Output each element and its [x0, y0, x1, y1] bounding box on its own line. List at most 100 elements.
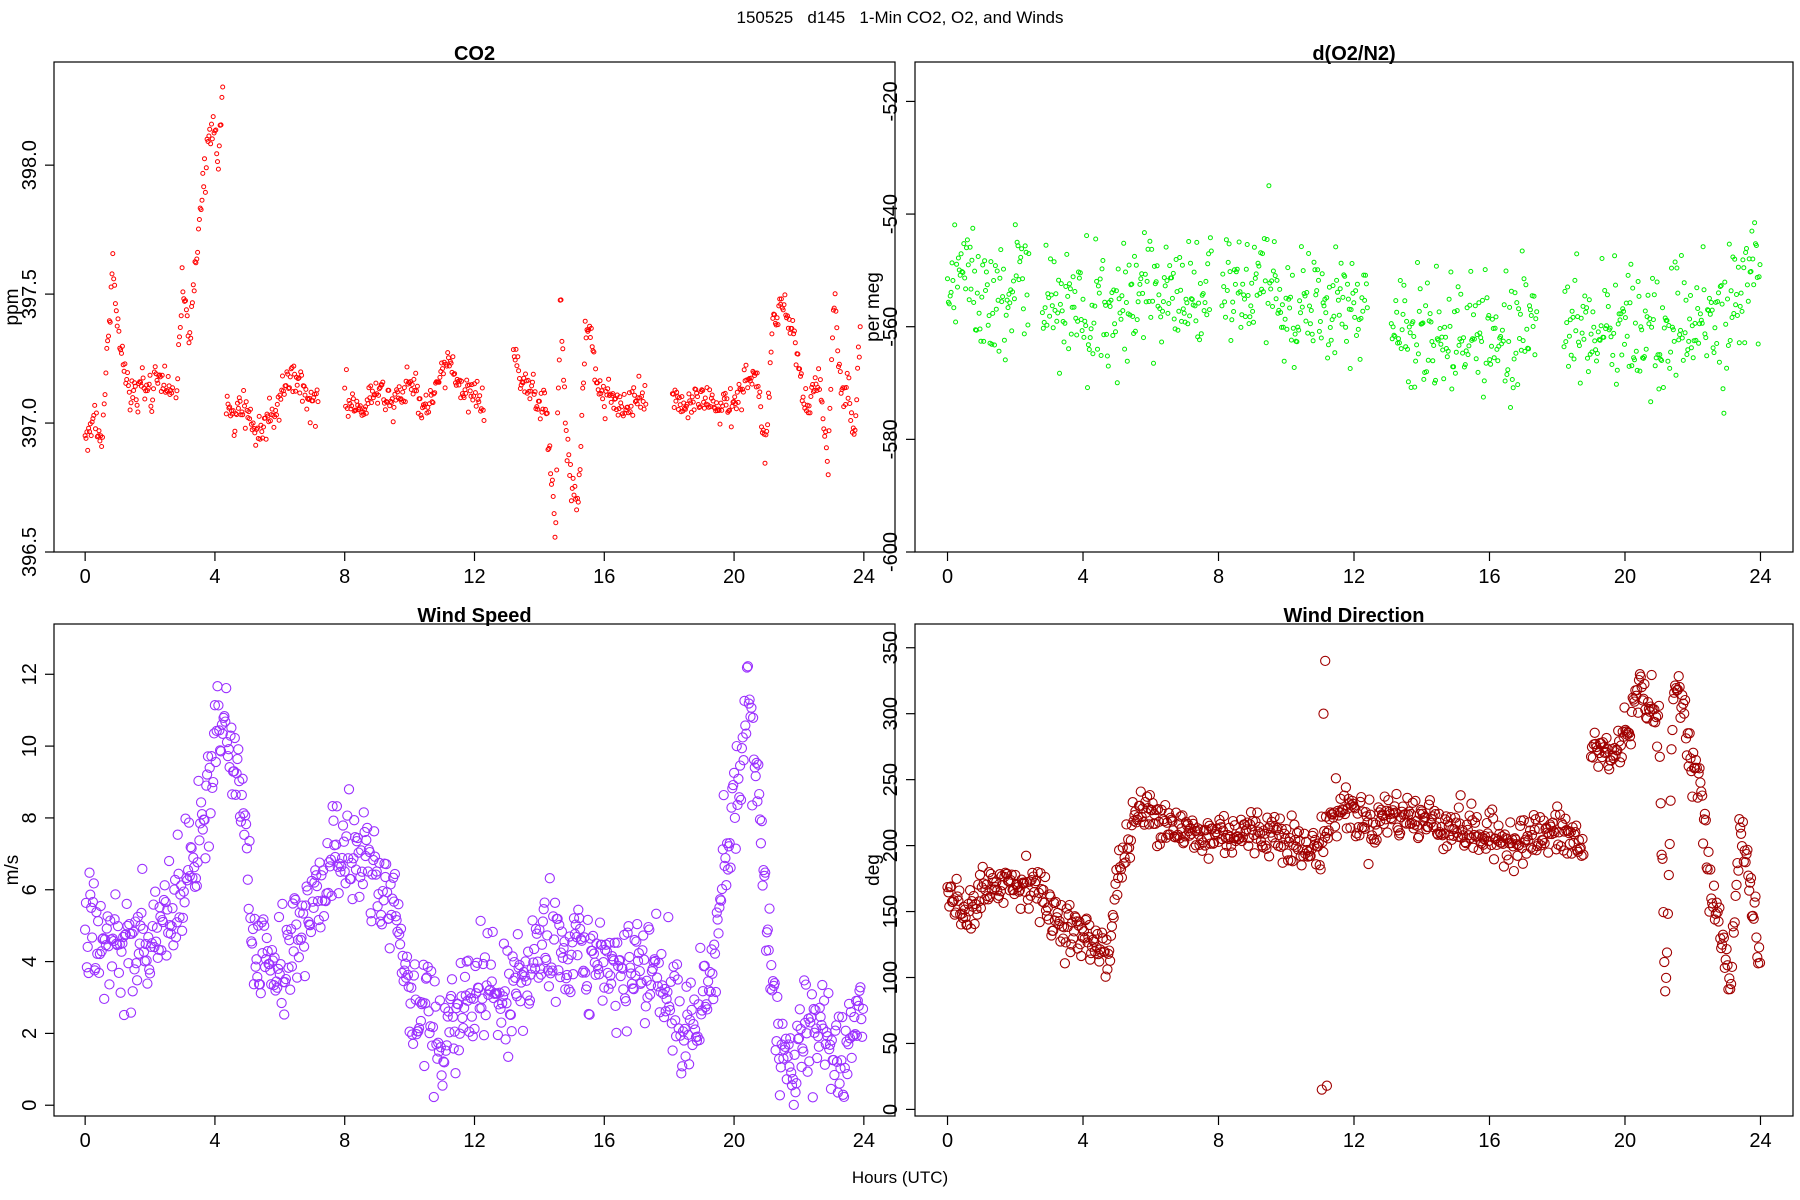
- wind-speed-point: [413, 1023, 425, 1034]
- o2-point: [1230, 299, 1236, 305]
- o2-point: [1528, 313, 1534, 318]
- o2-point: [971, 300, 977, 305]
- co2-point: [314, 387, 320, 393]
- wind-speed-point: [137, 863, 148, 875]
- co2-point: [99, 444, 105, 449]
- co2-point: [345, 413, 351, 419]
- co2-point: [414, 383, 420, 389]
- co2-point: [740, 389, 746, 395]
- wind-speed-point: [362, 822, 373, 834]
- o2-point: [1649, 324, 1655, 330]
- wind-direction-point: [1741, 848, 1752, 860]
- o2-point: [1205, 261, 1211, 267]
- co2-point: [578, 444, 584, 449]
- wind-speed-point: [721, 880, 732, 891]
- wind-direction-point: [1724, 973, 1735, 984]
- o2-point: [1721, 410, 1727, 416]
- wind-direction-point: [1315, 864, 1326, 875]
- o2-point: [1318, 335, 1324, 341]
- wind-speed-point: [128, 926, 139, 937]
- wind-direction-point: [1331, 831, 1342, 842]
- o2-x-tick-label: 24: [1749, 566, 1771, 588]
- wind-direction-point: [1694, 763, 1705, 774]
- wind-speed-point: [762, 924, 773, 935]
- co2-point: [132, 383, 138, 389]
- o2-point: [1598, 323, 1604, 329]
- co2-point: [521, 375, 527, 381]
- o2-point: [1203, 278, 1209, 284]
- co2-point: [617, 394, 623, 400]
- o2-point: [1234, 266, 1240, 272]
- wind-speed-point: [699, 960, 710, 971]
- wind-speed-point: [838, 1091, 850, 1103]
- co2-point: [560, 346, 566, 352]
- wind-direction-point: [1505, 817, 1516, 828]
- o2-point: [1323, 310, 1329, 316]
- wind-speed-point: [499, 986, 510, 997]
- co2-point: [95, 433, 101, 439]
- o2-point: [1448, 269, 1454, 275]
- co2-point: [806, 403, 812, 409]
- wind-direction-point: [1526, 829, 1538, 841]
- co2-point: [201, 184, 207, 190]
- wind-speed-point: [560, 984, 571, 995]
- co2-point: [237, 398, 243, 404]
- o2-point: [1511, 356, 1517, 362]
- co2-point: [822, 433, 828, 439]
- wind-speed-point: [801, 1028, 812, 1039]
- wind-direction-point: [1750, 891, 1761, 902]
- co2-x-tick-label: 4: [209, 566, 220, 588]
- wind-direction-point: [1529, 824, 1540, 835]
- o2-point: [1633, 348, 1639, 354]
- wind-direction-point: [1699, 808, 1711, 820]
- o2-point: [1571, 356, 1577, 362]
- o2-point: [1307, 321, 1313, 327]
- wind-speed-point: [341, 831, 352, 842]
- wind-direction-point: [1195, 824, 1206, 835]
- wind-direction-point: [1110, 878, 1121, 890]
- wind-speed-point: [602, 967, 613, 979]
- wind-speed-point: [849, 1011, 860, 1023]
- co2-point: [111, 276, 117, 282]
- wind-direction-x-tick-label: 24: [1749, 1130, 1771, 1152]
- wind-direction-point: [1636, 681, 1647, 693]
- wind-speed-point: [368, 826, 380, 837]
- wind-direction-point: [1048, 925, 1059, 936]
- wind-speed-point: [455, 957, 466, 969]
- o2-point: [1503, 268, 1509, 274]
- wind-direction-point: [1287, 856, 1298, 867]
- wind-speed-point: [661, 993, 672, 1005]
- co2-point: [743, 362, 749, 368]
- o2-point: [1227, 269, 1233, 275]
- wind-direction-point: [1064, 899, 1075, 911]
- co2-point: [790, 318, 796, 323]
- co2-point: [766, 390, 771, 396]
- co2-point: [548, 471, 554, 477]
- co2-point: [342, 385, 348, 391]
- wind-speed-point: [194, 835, 205, 846]
- wind-direction-point: [1175, 811, 1186, 822]
- co2-point: [817, 377, 823, 383]
- o2-x-tick-label: 8: [1213, 566, 1224, 588]
- wind-speed-point: [336, 852, 348, 864]
- wind-speed-point: [345, 873, 356, 885]
- wind-speed-point: [105, 915, 116, 926]
- co2-point: [259, 429, 265, 435]
- co2-point: [843, 385, 849, 390]
- wind-speed-point: [241, 843, 253, 854]
- o2-point: [1716, 359, 1722, 365]
- o2-point: [1489, 316, 1495, 322]
- wind-direction-point: [1571, 820, 1582, 831]
- o2-point: [1088, 326, 1094, 332]
- wind-speed-point: [204, 762, 215, 773]
- wind-direction-point: [1589, 727, 1600, 738]
- co2-point: [448, 360, 454, 366]
- o2-point: [1204, 312, 1210, 318]
- wind-direction-point: [1539, 837, 1550, 849]
- co2-point: [267, 418, 273, 424]
- wind-speed-point: [593, 964, 604, 975]
- wind-speed-point: [471, 957, 483, 968]
- co2-point: [575, 499, 581, 505]
- co2-point: [128, 400, 134, 406]
- o2-point: [992, 263, 998, 269]
